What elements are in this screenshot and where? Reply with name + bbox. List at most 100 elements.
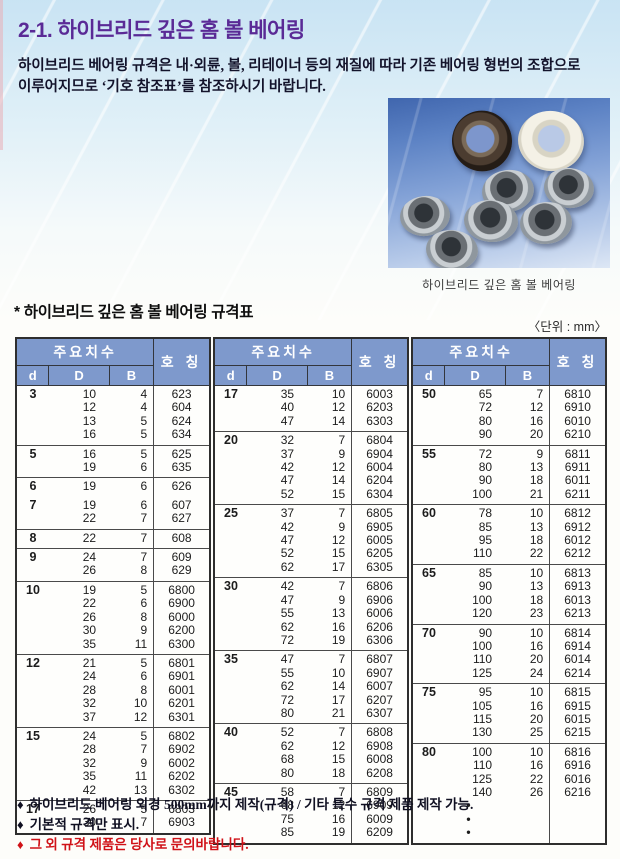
cell-designation-list: 6802 6902 6002 6202 6302: [153, 727, 210, 801]
cell-d: 6: [29, 479, 37, 494]
main-dimensions-header: 주요치수: [15, 337, 155, 366]
value-B: 16: [529, 758, 544, 773]
value-D: 90: [478, 427, 493, 442]
value-D: 47: [280, 592, 295, 607]
value-B: 7: [338, 506, 346, 521]
value-B: 23: [529, 606, 544, 621]
value-designation: 6816: [564, 744, 591, 759]
value-designation: 634: [171, 427, 192, 442]
table-row-block: 5 16 19 5 6 625 635: [16, 445, 210, 478]
cell-D-list: 58 68 75 85: [247, 783, 307, 843]
value-designation: 6915: [564, 698, 591, 713]
value-designation: 6001: [168, 682, 195, 697]
value-designation: 6901: [168, 669, 195, 684]
table-row-block: 65 85 90 100 120 10 13 18 23 6813 6913 6013 6213: [412, 564, 606, 624]
value-D: 47: [280, 652, 295, 667]
value-designation: 6814: [564, 625, 591, 640]
table-row-block: 3 10 12 13 16 4 4 5 5 623 604 624 634: [16, 385, 210, 446]
value-D: 72: [280, 692, 295, 707]
col-header-d: d: [15, 365, 50, 386]
cell-B-list: 10 13 18 23: [505, 564, 550, 624]
value-D: 13: [82, 413, 97, 428]
value-B: 12: [331, 533, 346, 548]
value-B: 9: [140, 623, 148, 638]
value-B: 14: [331, 413, 346, 428]
value-designation: 629: [171, 563, 192, 578]
col-header-B: B: [306, 365, 353, 386]
value-D: 100: [472, 638, 493, 653]
value-D: 32: [82, 696, 97, 711]
value-B: 12: [133, 709, 148, 724]
cell-d: 70: [422, 625, 436, 640]
value-designation: 6208: [366, 765, 393, 780]
cell-d: 25: [224, 506, 238, 521]
cell-B-list: 7 12 16 19: [307, 783, 352, 843]
value-designation: 6908: [366, 738, 393, 753]
value-designation: 6811: [564, 446, 591, 461]
diamond-icon: ♦: [17, 837, 24, 852]
value-designation: 6800: [168, 582, 195, 597]
value-D: •: [466, 798, 471, 813]
value-B: 15: [331, 486, 346, 501]
table-row-block: 75 95 105 115 130 10 16 20 25 6815 6915 6015 6215: [412, 683, 606, 744]
table-row-block: 17 35 40 47 10 12 14 6003 6203 6303: [214, 385, 408, 432]
value-D: 42: [280, 519, 295, 534]
value-B: 17: [331, 692, 346, 707]
designation-header: 호 칭: [549, 337, 607, 386]
value-D: 52: [280, 486, 295, 501]
col-header-B: B: [504, 365, 551, 386]
cell-d: 35: [224, 652, 238, 667]
value-designation: 626: [171, 479, 192, 494]
value-designation: 6802: [168, 728, 195, 743]
cell-designation-list: 6814 6914 6014 6214: [549, 624, 606, 684]
value-D: 30: [82, 623, 97, 638]
value-B: 25: [529, 725, 544, 740]
value-D: 125: [472, 771, 493, 786]
designation-header: 호 칭: [153, 337, 211, 386]
cell-designation-list: 6811 6911 6011 6211: [549, 445, 606, 505]
cell-D-list: 47 55 62 72 80: [247, 651, 307, 724]
col-header-d: d: [213, 365, 248, 386]
value-D: 26: [82, 609, 97, 624]
value-B: 17: [331, 559, 346, 574]
value-D: 24: [82, 669, 97, 684]
value-B: 26: [529, 784, 544, 799]
value-B: 16: [529, 413, 544, 428]
value-B: 8: [140, 609, 148, 624]
value-D: 52: [280, 546, 295, 561]
value-D: •: [466, 811, 471, 826]
cell-d: 20: [224, 433, 238, 448]
spec-table-group: 주요치수 호 칭 d D B 50 65 72 80 90 7 12 16 20 6810 6910 6010 6…: [411, 337, 607, 845]
value-D: 37: [280, 506, 295, 521]
value-designation: 6306: [366, 632, 393, 647]
footnote-text: 하이브리드 베어링 외경 500mm까지 제작(규격) / 기타 특수 규격 제…: [29, 797, 474, 812]
value-designation: 6812: [564, 506, 591, 521]
value-B: 7: [338, 725, 346, 740]
value-D: 19: [82, 582, 97, 597]
footnotes: ♦ 하이브리드 베어링 외경 500mm까지 제작(규격) / 기타 특수 규격 …: [17, 795, 607, 855]
value-D: 35: [280, 387, 295, 401]
value-designation: 6201: [168, 696, 195, 711]
value-D: 95: [478, 533, 493, 548]
value-B: 10: [133, 696, 148, 711]
value-D: 26: [82, 563, 97, 578]
table-row-block: 30 42 47 55 62 72 7 9 13 16 19 6806 6906 6006 6206 6306: [214, 577, 408, 651]
cell-B-list: 9 13 18 21: [505, 445, 550, 505]
value-D: 47: [280, 533, 295, 548]
cell-d: 65: [422, 565, 436, 580]
value-D: 24: [82, 728, 97, 743]
value-B: 22: [529, 546, 544, 561]
cell-d: 15: [26, 728, 40, 743]
value-B: 7: [140, 742, 148, 757]
value-D: 100: [472, 744, 493, 759]
spec-table-body: 3 10 12 13 16 4 4 5 5 623 604 624 634 5 16 19 5 6 625 635 6 1…: [16, 385, 210, 834]
value-B: 13: [529, 460, 544, 475]
value-designation: 6006: [366, 606, 393, 621]
value-designation: 6215: [564, 725, 591, 740]
value-designation: 6907: [366, 665, 393, 680]
value-D: 72: [478, 446, 493, 461]
intro-line-2: 이루어지므로 ‘기호 참조표’를 참조하시기 바랍니다.: [18, 79, 326, 95]
